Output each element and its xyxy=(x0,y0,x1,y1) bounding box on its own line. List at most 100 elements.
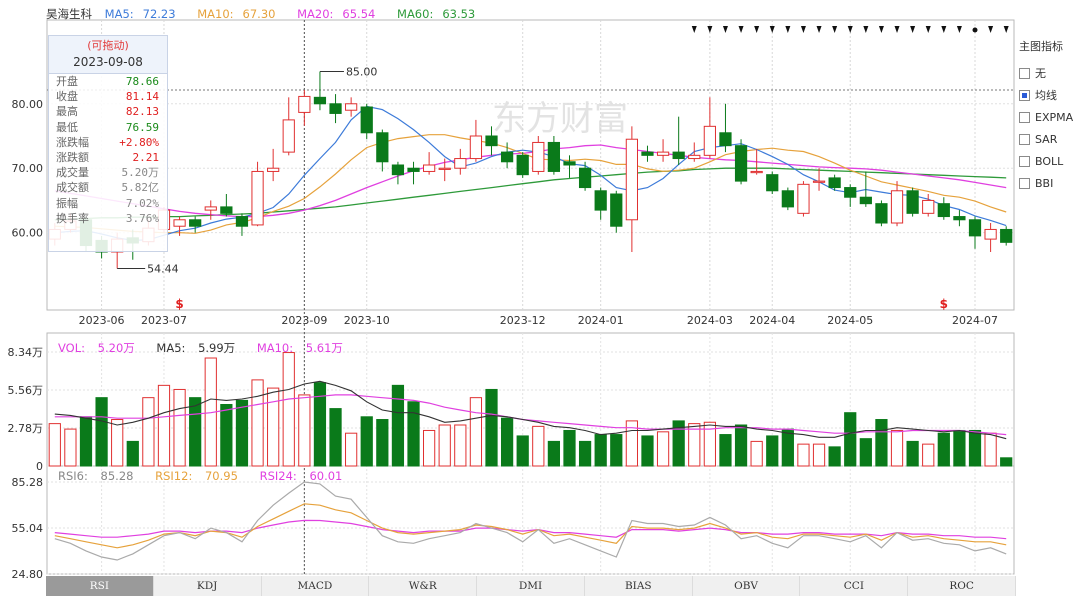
event-marker-icon xyxy=(769,26,775,33)
high-annotation-label: 85.00 xyxy=(346,66,378,79)
volume-tick-label: 2.78万 xyxy=(8,422,44,435)
info-date: 2023-09-08 xyxy=(73,55,143,69)
info-row: 最高 82.13 xyxy=(49,104,167,119)
volume-bar xyxy=(734,424,748,467)
rsi12-legend-item: RSI12: 70.95 xyxy=(155,469,247,483)
event-marker-icon xyxy=(988,26,994,33)
x-tick-label: 2024-07 xyxy=(952,314,998,327)
ma60-legend-label: MA60: xyxy=(397,7,434,21)
checkbox-icon[interactable] xyxy=(1019,67,1030,79)
indicator-option[interactable]: BBI xyxy=(1019,172,1079,194)
info-row-label: 换手率 xyxy=(56,211,89,225)
info-row: 振幅 7.02% xyxy=(49,196,167,211)
rsi-tick-label: 24.80 xyxy=(12,568,44,581)
indicator-option[interactable]: BOLL xyxy=(1019,150,1079,172)
ma60-legend-value: 63.53 xyxy=(442,7,476,21)
checkbox-icon[interactable] xyxy=(1019,177,1030,189)
x-tick-label: 2023-12 xyxy=(500,314,546,327)
info-row-value: 81.14 xyxy=(125,90,159,104)
rsi24-legend-label: RSI24: xyxy=(259,469,297,483)
info-row-label: 涨跌额 xyxy=(56,151,89,165)
watermark: 东方财富 xyxy=(492,99,628,139)
volume-bar xyxy=(937,432,950,467)
info-rows: 开盘 78.66 收盘 81.14 最高 82.13 最低 76.59 涨跌幅 +2.80% 涨跌额… xyxy=(49,74,167,226)
info-row-label: 成交量 xyxy=(56,166,89,180)
ma5-legend: MA5: 72.23 xyxy=(105,7,185,21)
info-row: 换手率 3.76% xyxy=(49,211,167,226)
rsi12-legend-value: 70.95 xyxy=(204,469,238,483)
info-row: 成交额 5.82亿 xyxy=(49,180,167,195)
tab-rsi[interactable]: RSI xyxy=(46,576,154,596)
volume-bar xyxy=(781,428,794,467)
ma10-line xyxy=(54,134,1007,234)
candle-body xyxy=(688,154,701,160)
ma20-legend-value: 65.54 xyxy=(342,7,376,21)
candle-body xyxy=(610,193,623,227)
candle-body xyxy=(251,170,264,226)
checkbox-icon[interactable] xyxy=(1019,133,1030,145)
vol-legend-label: VOL: xyxy=(58,341,85,355)
candle-body xyxy=(812,180,826,183)
info-row-value: 3.76% xyxy=(125,211,159,225)
x-tick-label: 2024-05 xyxy=(827,314,873,327)
info-row: 涨跌幅 +2.80% xyxy=(49,135,167,150)
event-marker-icon xyxy=(738,26,744,33)
event-marker-icon xyxy=(816,26,822,33)
ohlc-info-box[interactable]: (可拖动) 2023-09-08 开盘 78.66 收盘 81.14 最高 82.13 最低… xyxy=(48,35,168,252)
tab-cci[interactable]: CCI xyxy=(800,576,909,596)
volume-bar xyxy=(688,423,701,467)
volume-bar xyxy=(313,382,327,467)
info-row-label: 成交额 xyxy=(56,181,89,195)
volume-bar xyxy=(454,424,467,467)
volume-bar xyxy=(625,420,638,467)
candle-body xyxy=(282,119,295,153)
checkbox-checked-icon[interactable] xyxy=(1019,89,1030,101)
tab-wr[interactable]: W&R xyxy=(369,576,478,596)
tab-macd[interactable]: MACD xyxy=(261,576,370,596)
event-marker-icon xyxy=(910,26,916,33)
info-box-header[interactable]: (可拖动) 2023-09-08 xyxy=(49,36,167,74)
candle-body xyxy=(937,203,950,218)
info-row: 涨跌额 2.21 xyxy=(49,150,167,165)
event-marker-icon xyxy=(754,26,760,33)
indicator-option[interactable]: 无 xyxy=(1019,62,1079,84)
candle-body xyxy=(329,103,342,114)
volume-bar xyxy=(95,397,108,467)
candle-body xyxy=(875,203,888,224)
dividend-marker-icon: $ xyxy=(940,297,948,311)
tab-roc[interactable]: ROC xyxy=(908,576,1017,596)
volume-bar xyxy=(859,438,872,467)
info-row-value: 5.20万 xyxy=(121,166,160,180)
checkbox-icon[interactable] xyxy=(1019,111,1030,123)
info-row-label: 涨跌幅 xyxy=(56,135,89,149)
event-marker-icon xyxy=(707,26,713,33)
candle-body xyxy=(906,190,919,214)
tab-bias[interactable]: BIAS xyxy=(584,576,693,596)
event-marker-icon xyxy=(691,26,697,33)
tab-obv[interactable]: OBV xyxy=(692,576,801,596)
candle-body xyxy=(407,167,420,172)
candle-body xyxy=(859,196,872,205)
vol-ma5-legend-label: MA5: xyxy=(156,341,186,355)
candle-body xyxy=(516,154,529,176)
volume-bar xyxy=(267,387,280,467)
event-marker-icon xyxy=(785,26,791,33)
indicator-option[interactable]: 均线 xyxy=(1019,84,1079,106)
volume-bar xyxy=(953,429,966,467)
event-marker-icon xyxy=(972,27,978,33)
indicator-option[interactable]: EXPMA xyxy=(1019,106,1079,128)
checkbox-icon[interactable] xyxy=(1019,155,1030,167)
indicator-option[interactable]: SAR xyxy=(1019,128,1079,150)
ma20-legend-label: MA20: xyxy=(297,7,334,21)
ma5-legend-label: MA5: xyxy=(104,7,134,21)
candle-body xyxy=(469,135,483,160)
rsi24-legend-value: 60.01 xyxy=(309,469,343,483)
candle-body xyxy=(454,158,467,169)
volume-bar xyxy=(376,419,389,467)
tab-dmi[interactable]: DMI xyxy=(477,576,585,596)
ma20-legend: MA20: 65.54 xyxy=(297,7,384,21)
volume-bar xyxy=(703,421,716,467)
indicator-panel: 主图指标 无均线 EXPMA SAR BOLL BBI xyxy=(1019,38,1079,194)
tab-kdj[interactable]: KDJ xyxy=(153,576,262,596)
volume-bar xyxy=(485,388,498,467)
